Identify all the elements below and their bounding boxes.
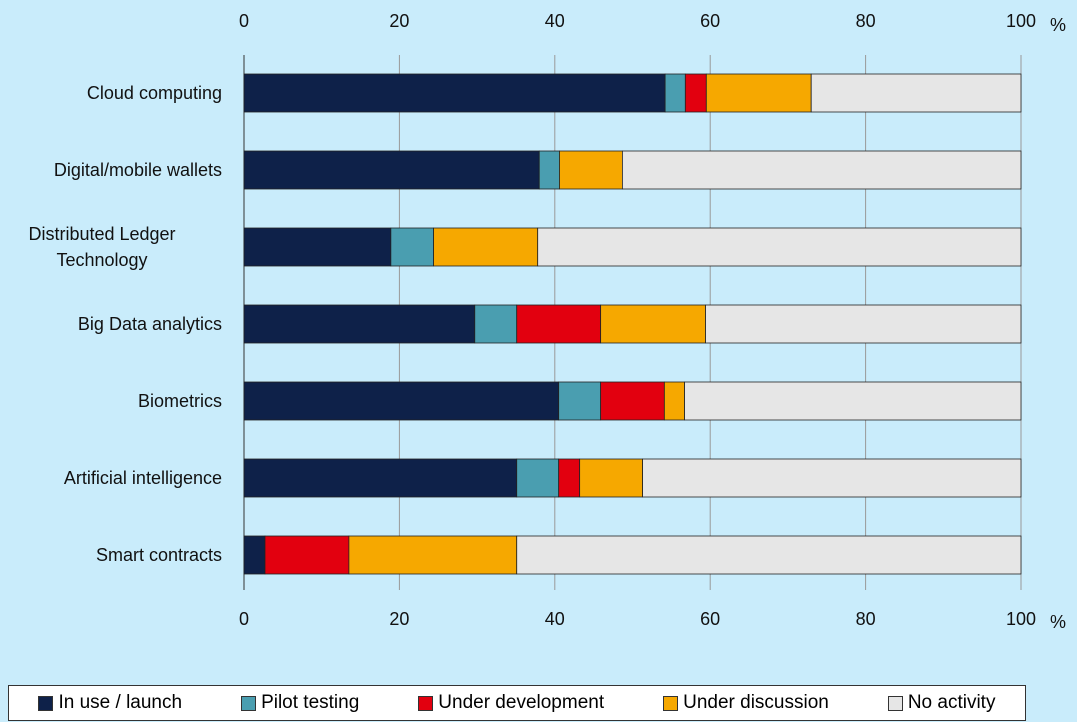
y-tick-label-text: Digital/mobile wallets xyxy=(53,159,222,180)
y-tick-label: Artificial intelligence xyxy=(0,448,222,508)
x-tick-label-bottom: 60 xyxy=(700,609,720,629)
x-tick-label-bottom: 80 xyxy=(856,609,876,629)
x-tick-label-top: 0 xyxy=(239,11,249,31)
legend-label: Under discussion xyxy=(683,692,829,713)
bar-segment xyxy=(705,73,812,113)
x-tick-label-bottom: 40 xyxy=(545,609,565,629)
y-tick-label-text: Big Data analytics xyxy=(77,313,222,334)
bar-segment xyxy=(558,458,581,498)
bar-segment xyxy=(243,381,560,421)
bar-segment xyxy=(516,535,1022,575)
bar-segment xyxy=(264,535,350,575)
x-tick-label-top: 60 xyxy=(700,11,720,31)
y-tick-label-text: Biometrics xyxy=(137,390,222,411)
legend-swatch xyxy=(241,695,257,711)
legend-item: Under development xyxy=(418,692,604,714)
bar-segment xyxy=(705,304,1022,344)
bar-segment xyxy=(684,381,1022,421)
y-tick-label: Biometrics xyxy=(0,371,222,431)
bar-segment xyxy=(516,458,560,498)
bar-segment xyxy=(243,535,266,575)
bar-segment xyxy=(600,381,665,421)
y-tick-label: Cloud computing xyxy=(0,63,222,123)
bar-segment xyxy=(538,150,560,190)
legend-label: Under development xyxy=(438,692,605,713)
bar-segment xyxy=(684,73,707,113)
legend: In use / launch Pilot testing Under develo… xyxy=(8,685,1026,721)
bar-segment xyxy=(243,458,518,498)
bar-segment xyxy=(558,381,602,421)
x-tick-label-bottom: 0 xyxy=(239,609,249,629)
y-tick-label-text: Cloud computing xyxy=(86,82,222,103)
x-tick-label-top: 40 xyxy=(545,11,565,31)
legend-item: In use / launch xyxy=(38,692,182,714)
legend-swatch xyxy=(418,695,434,711)
bar-segment xyxy=(243,304,476,344)
bar-segment xyxy=(348,535,518,575)
x-unit-bottom: % xyxy=(1050,612,1066,632)
bar-segment xyxy=(559,150,623,190)
bar-segment xyxy=(390,227,434,267)
bar-segment xyxy=(243,150,540,190)
y-tick-label-text: Artificial intelligence xyxy=(63,467,222,488)
x-tick-label-top: 80 xyxy=(856,11,876,31)
bar-segment xyxy=(537,227,1022,267)
bar-segment xyxy=(516,304,602,344)
legend-label: No activity xyxy=(907,692,996,713)
legend-item: No activity xyxy=(887,692,996,714)
legend-label: In use / launch xyxy=(58,692,183,713)
x-tick-label-bottom: 20 xyxy=(389,609,409,629)
x-tick-label-top: 20 xyxy=(389,11,409,31)
y-tick-label-text: Distributed Ledger Technology xyxy=(28,223,176,270)
bar-segment xyxy=(600,304,706,344)
bar-segment xyxy=(433,227,539,267)
legend-item: Under discussion xyxy=(663,692,829,714)
legend-swatch xyxy=(38,695,54,711)
bar-segment xyxy=(664,73,686,113)
legend-item: Pilot testing xyxy=(241,692,359,714)
y-tick-label: Smart contracts xyxy=(0,525,222,585)
bar-segment xyxy=(642,458,1022,498)
x-unit-top: % xyxy=(1050,15,1066,35)
y-tick-label: Big Data analytics xyxy=(0,294,222,354)
bar-segment xyxy=(243,227,392,267)
bar-segment xyxy=(621,150,1022,190)
y-tick-label-text: Smart contracts xyxy=(95,544,222,565)
y-tick-label: Digital/mobile wallets xyxy=(0,140,222,200)
chart: 0 0 20 20 40 40 60 60 80 80 100 100%% xyxy=(239,11,1066,632)
x-tick-label-bottom: 100 xyxy=(1006,609,1036,629)
y-tick-label: Distributed Ledger Technology xyxy=(0,217,222,277)
bar-segment xyxy=(474,304,518,344)
legend-swatch xyxy=(887,695,903,711)
bar-segment xyxy=(243,73,666,113)
legend-swatch xyxy=(663,695,679,711)
x-tick-label-top: 100 xyxy=(1006,11,1036,31)
bar-segment xyxy=(663,381,685,421)
bar-segment xyxy=(579,458,644,498)
legend-label: Pilot testing xyxy=(261,692,360,713)
bar-segment xyxy=(810,73,1022,113)
